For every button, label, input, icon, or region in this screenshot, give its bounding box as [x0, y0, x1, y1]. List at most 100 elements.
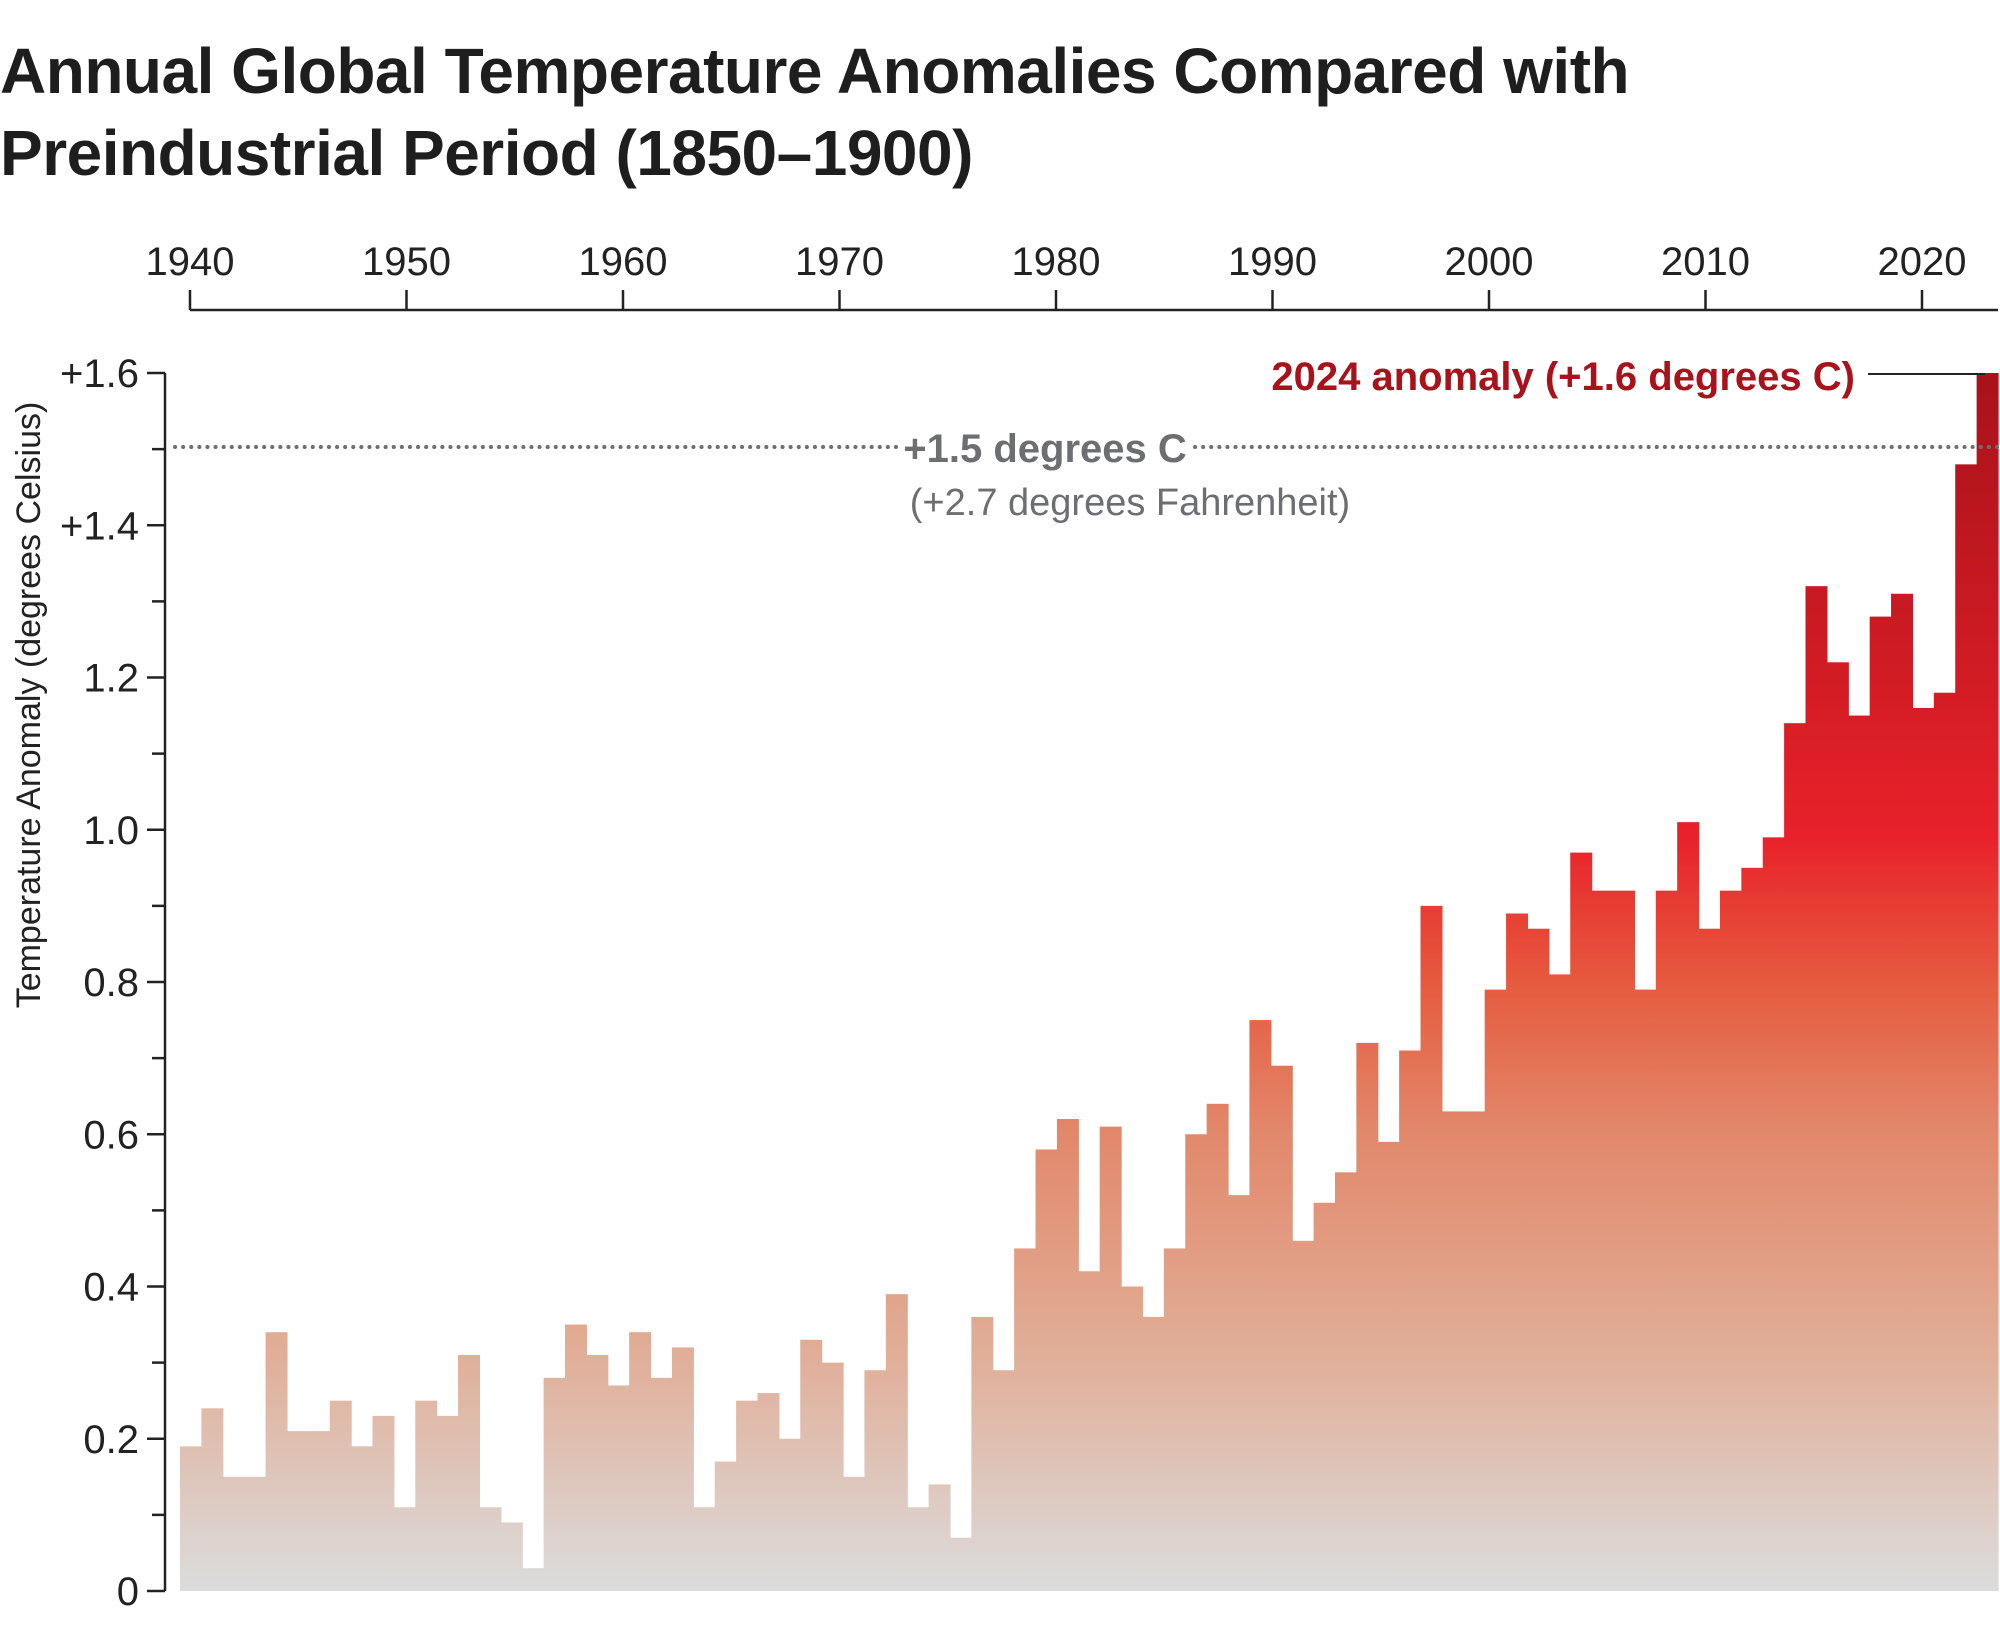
- bar-2015: [1784, 723, 1807, 1591]
- bar-1956: [522, 1568, 545, 1591]
- bar-1957: [543, 1377, 566, 1591]
- bar-2008: [1634, 989, 1657, 1591]
- bar-2014: [1762, 837, 1785, 1591]
- bar-2018: [1848, 715, 1871, 1591]
- bar-1951: [415, 1400, 438, 1591]
- bar-2006: [1591, 890, 1614, 1591]
- x-tick-label-2000: 2000: [1445, 240, 1534, 284]
- bar-2004: [1548, 974, 1571, 1591]
- bar-2024: [1976, 373, 1999, 1591]
- bar-1968: [778, 1438, 801, 1591]
- bar-1995: [1356, 1042, 1379, 1591]
- bar-1943: [244, 1476, 267, 1591]
- bar-1949: [372, 1415, 395, 1591]
- bar-1980: [1035, 1149, 1058, 1591]
- bar-2016: [1805, 586, 1828, 1591]
- bar-2017: [1826, 662, 1849, 1591]
- bar-2013: [1741, 867, 1764, 1591]
- bar-1996: [1377, 1141, 1400, 1591]
- y-tick-label: 1.0: [83, 809, 139, 853]
- bar-1990: [1249, 1020, 1272, 1591]
- x-tick-label-1970: 1970: [795, 240, 884, 284]
- bar-1992: [1292, 1240, 1315, 1591]
- bar-1953: [458, 1355, 481, 1591]
- bar-1964: [693, 1507, 716, 1591]
- bar-2001: [1484, 989, 1507, 1591]
- chart-title: Annual Global Temperature Anomalies Comp…: [0, 35, 1630, 189]
- bar-1982: [1078, 1271, 1101, 1591]
- y-tick-label: +1.4: [60, 504, 139, 548]
- y-axis-label: Temperature Anomaly (degrees Celsius): [10, 402, 48, 1009]
- bar-2005: [1570, 852, 1593, 1591]
- bar-2020: [1891, 593, 1914, 1591]
- bar-1963: [671, 1347, 694, 1591]
- reference-line-sublabel: (+2.7 degrees Fahrenheit): [910, 482, 1350, 524]
- bar-2021: [1912, 707, 1935, 1591]
- annotation-2024: 2024 anomaly (+1.6 degrees C): [1271, 355, 1855, 399]
- x-tick-label-1950: 1950: [362, 240, 451, 284]
- bar-1976: [949, 1537, 972, 1591]
- bar-1989: [1228, 1195, 1251, 1591]
- bar-1960: [607, 1385, 630, 1591]
- bar-1983: [1099, 1126, 1122, 1591]
- bar-1981: [1056, 1119, 1079, 1591]
- bar-2011: [1698, 928, 1721, 1591]
- x-tick-label-2010: 2010: [1661, 240, 1750, 284]
- bar-1958: [564, 1324, 587, 1591]
- bar-1961: [629, 1332, 652, 1591]
- bar-2002: [1506, 913, 1529, 1591]
- bar-1985: [1142, 1316, 1165, 1591]
- y-axis: 0 0.2 0.4 0.6 0.8 1.0 1.2 +1.4 +1.6: [60, 352, 167, 1614]
- bar-1997: [1399, 1050, 1422, 1591]
- y-tick-label: 0.8: [83, 961, 139, 1005]
- bar-1945: [286, 1431, 309, 1591]
- bar-1969: [800, 1339, 823, 1591]
- y-tick-label: 0.2: [83, 1418, 139, 1462]
- bar-1952: [436, 1415, 459, 1591]
- bar-1987: [1185, 1134, 1208, 1591]
- bar-1974: [907, 1507, 930, 1591]
- bar-1959: [586, 1355, 609, 1591]
- x-tick-label-1960: 1960: [579, 240, 668, 284]
- bar-2022: [1933, 692, 1956, 1591]
- bar-1942: [222, 1476, 245, 1591]
- bar-1940: [180, 1446, 202, 1591]
- bar-1991: [1270, 1065, 1293, 1591]
- bar-2007: [1613, 890, 1635, 1591]
- y-tick-label: 0.4: [83, 1266, 139, 1310]
- x-tick-label-1980: 1980: [1012, 240, 1101, 284]
- bar-1993: [1313, 1202, 1336, 1591]
- bar-2009: [1655, 890, 1678, 1591]
- y-tick-label: +1.6: [60, 352, 139, 396]
- bar-1972: [864, 1370, 887, 1591]
- bar-1966: [736, 1400, 759, 1591]
- bar-1950: [393, 1507, 416, 1591]
- bar-1944: [265, 1332, 288, 1591]
- bar-1999: [1441, 1111, 1464, 1591]
- x-axis: 1940 1950 1960 1970 1980 1990 2000 2010 2020: [146, 240, 1998, 312]
- y-tick-label: 1.2: [83, 657, 139, 701]
- bar-1986: [1163, 1248, 1186, 1591]
- bar-1977: [971, 1316, 994, 1591]
- bar-1946: [308, 1431, 331, 1591]
- bar-1941: [201, 1408, 224, 1591]
- y-tick-label: 0.6: [83, 1113, 139, 1157]
- bar-1954: [479, 1507, 502, 1591]
- bar-1948: [351, 1446, 374, 1591]
- bar-1965: [714, 1461, 737, 1591]
- bar-1973: [885, 1294, 908, 1591]
- bar-1994: [1334, 1172, 1357, 1591]
- x-tick-label-1990: 1990: [1228, 240, 1317, 284]
- bar-2012: [1719, 890, 1742, 1591]
- bar-1984: [1121, 1286, 1144, 1591]
- y-tick-label: 0: [117, 1570, 139, 1614]
- bar-1962: [650, 1377, 673, 1591]
- bar-2003: [1527, 928, 1550, 1591]
- bar-1975: [928, 1484, 951, 1591]
- bar-1955: [500, 1522, 523, 1591]
- bar-2010: [1677, 822, 1700, 1591]
- bar-1979: [1014, 1248, 1037, 1591]
- x-tick-label-1940: 1940: [146, 240, 235, 284]
- bar-1988: [1206, 1103, 1229, 1591]
